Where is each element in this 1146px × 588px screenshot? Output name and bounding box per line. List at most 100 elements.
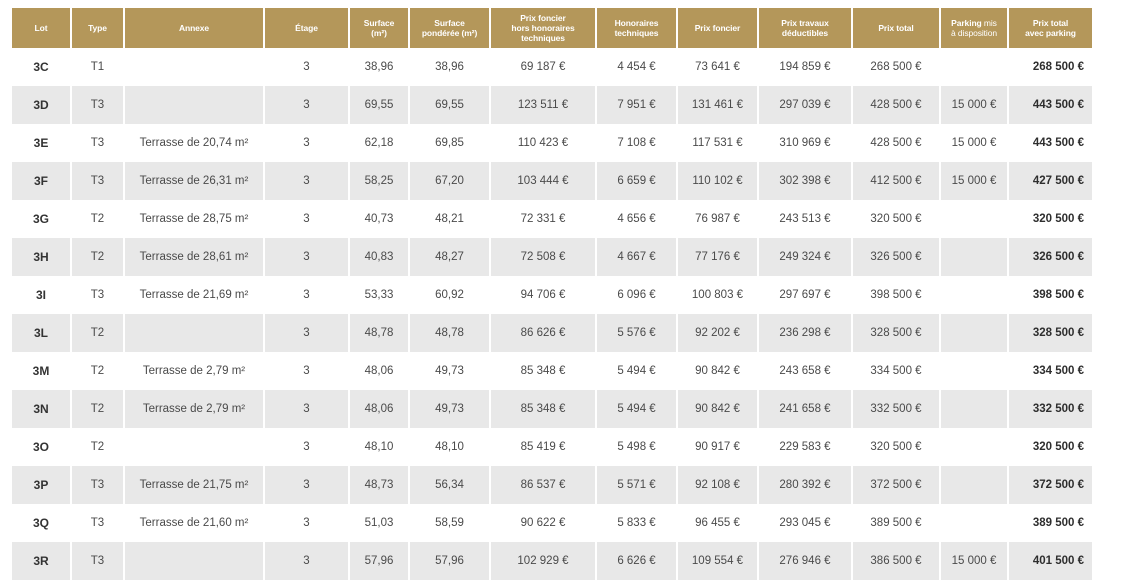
table-row: 3H T2 Terrasse de 28,61 m² 3 40,83 48,27 72 50… [12, 238, 1092, 276]
table-row: 3I T3 Terrasse de 21,69 m² 3 53,33 60,92 94 70… [12, 276, 1092, 314]
cell-prix-travaux: 302 398 € [759, 162, 851, 200]
cell-surface: 48,06 [364, 365, 394, 377]
cell-annexe [125, 86, 263, 124]
header-surface-ponderee-line2: pondérée (m²) [421, 28, 478, 38]
cell-lot: 3N [12, 390, 70, 428]
header-type: Type [72, 8, 123, 48]
cell-honoraires: 5 494 € [617, 365, 656, 377]
cell-lot: 3O [32, 440, 49, 454]
cell-type: T3 [90, 517, 105, 529]
cell-surface-ponderee: 56,34 [410, 466, 489, 504]
table-row: 3N T2 Terrasse de 2,79 m² 3 48,06 49,73 85 348… [12, 390, 1092, 428]
cell-prix-travaux: 243 658 € [779, 365, 831, 377]
table-body: 3C T1 3 38,96 38,96 69 187 € 4 454 € 73 641 € 19… [12, 48, 1092, 580]
header-prix-total-parking: Prix total avec parking [1009, 8, 1092, 48]
table-row: 3E T3 Terrasse de 20,74 m² 3 62,18 69,85 110 4… [12, 124, 1092, 162]
cell-etage: 3 [303, 137, 310, 149]
cell-parking: 15 000 € [941, 542, 1007, 580]
cell-prix-travaux: 249 324 € [759, 238, 851, 276]
cell-lot: 3P [12, 466, 70, 504]
table-row: 3L T2 3 48,78 48,78 86 626 €5 576 €92 202 €23… [12, 314, 1092, 352]
cell-prix-foncier-hors: 85 419 € [520, 441, 566, 453]
cell-prix-total-parking: 320 500 € [1032, 441, 1084, 453]
cell-prix-travaux: 280 392 € [759, 466, 851, 504]
cell-surface-ponderee: 60,92 [435, 289, 464, 301]
cell-prix-foncier: 90 842 € [678, 390, 757, 428]
cell-annexe: Terrasse de 21,75 m² [125, 466, 263, 504]
cell-prix-total-parking: 332 500 € [1009, 390, 1092, 428]
cell-annexe: Terrasse de 2,79 m² [142, 365, 246, 377]
cell-annexe: Terrasse de 28,75 m² [139, 213, 249, 225]
table-row: 3F T3 Terrasse de 26,31 m² 3 58,25 67,20 103 4… [12, 162, 1092, 200]
cell-prix-foncier-hors: 69 187 € [520, 61, 566, 73]
header-parking-light-1: mis [981, 18, 997, 28]
cell-type: T2 [90, 213, 105, 225]
price-table-container: Lot Type Annexe Étage Surface (m²) Surfa… [10, 8, 1094, 580]
header-parking-bold: Parking [951, 18, 982, 28]
cell-annexe: Terrasse de 20,74 m² [139, 137, 249, 149]
cell-prix-total-parking: 427 500 € [1009, 162, 1092, 200]
header-prix-foncier-hors-line2: hors honoraires [511, 23, 575, 33]
cell-annexe: Terrasse de 28,61 m² [125, 238, 263, 276]
cell-honoraires: 6 096 € [617, 289, 656, 301]
header-surface-ponderee: Surface pondérée (m²) [410, 8, 489, 48]
cell-surface: 58,25 [350, 162, 408, 200]
header-prix-travaux-line1: Prix travaux [781, 18, 829, 28]
cell-prix-total-parking: 372 500 € [1009, 466, 1092, 504]
cell-surface-ponderee: 57,96 [410, 542, 489, 580]
cell-honoraires: 5 833 € [617, 517, 656, 529]
cell-prix-travaux: 229 583 € [779, 441, 831, 453]
cell-honoraires: 5 498 € [617, 441, 656, 453]
cell-etage: 3 [303, 517, 310, 529]
cell-prix-travaux: 310 969 € [779, 137, 831, 149]
header-surface-line2: (m²) [371, 28, 387, 38]
cell-type: T3 [72, 86, 123, 124]
cell-type: T2 [72, 390, 123, 428]
cell-prix-foncier: 76 987 € [695, 213, 740, 225]
cell-lot: 3F [12, 162, 70, 200]
header-prix-travaux-line2: déductibles [781, 28, 829, 38]
cell-parking [941, 390, 1007, 428]
cell-parking: 15 000 € [951, 137, 997, 149]
cell-type: T2 [72, 238, 123, 276]
cell-prix-foncier-hors: 94 706 € [520, 289, 566, 301]
cell-prix-foncier-hors: 86 537 € [491, 466, 595, 504]
cell-etage: 3 [303, 441, 310, 453]
cell-prix-total: 328 500 € [853, 314, 939, 352]
cell-honoraires: 5 576 € [597, 314, 676, 352]
cell-honoraires: 4 667 € [597, 238, 676, 276]
cell-prix-total: 386 500 € [853, 542, 939, 580]
cell-surface-ponderee: 38,96 [435, 61, 464, 73]
cell-annexe [125, 314, 263, 352]
cell-prix-foncier: 73 641 € [695, 61, 740, 73]
cell-parking [941, 504, 1007, 542]
cell-annexe: Terrasse de 2,79 m² [125, 390, 263, 428]
cell-etage: 3 [265, 390, 348, 428]
cell-surface: 48,73 [350, 466, 408, 504]
cell-prix-total: 389 500 € [870, 517, 922, 529]
header-honoraires: Honoraires techniques [597, 8, 676, 48]
header-prix-foncier-hors-line1: Prix foncier [520, 13, 566, 23]
header-prix-foncier: Prix foncier [678, 8, 757, 48]
cell-type: T3 [72, 542, 123, 580]
cell-surface: 48,10 [364, 441, 394, 453]
cell-parking [941, 314, 1007, 352]
cell-prix-foncier-hors: 72 331 € [520, 213, 566, 225]
table-row: 3M T2 Terrasse de 2,79 m² 3 48,06 49,73 85 348… [12, 352, 1092, 390]
cell-prix-foncier-hors: 86 626 € [491, 314, 595, 352]
cell-surface-ponderee: 49,73 [410, 390, 489, 428]
cell-parking: 15 000 € [941, 162, 1007, 200]
cell-surface: 40,83 [350, 238, 408, 276]
cell-honoraires: 5 571 € [597, 466, 676, 504]
cell-lot: 3R [12, 542, 70, 580]
cell-prix-foncier-hors: 85 348 € [491, 390, 595, 428]
cell-annexe: Terrasse de 21,60 m² [139, 517, 249, 529]
cell-type: T3 [72, 162, 123, 200]
table-row: 3C T1 3 38,96 38,96 69 187 € 4 454 € 73 641 € 19… [12, 48, 1092, 86]
cell-etage: 3 [265, 314, 348, 352]
cell-etage: 3 [303, 213, 310, 225]
cell-annexe: Terrasse de 26,31 m² [125, 162, 263, 200]
cell-etage: 3 [265, 238, 348, 276]
cell-lot: 3Q [32, 516, 49, 530]
cell-parking [941, 428, 1007, 466]
